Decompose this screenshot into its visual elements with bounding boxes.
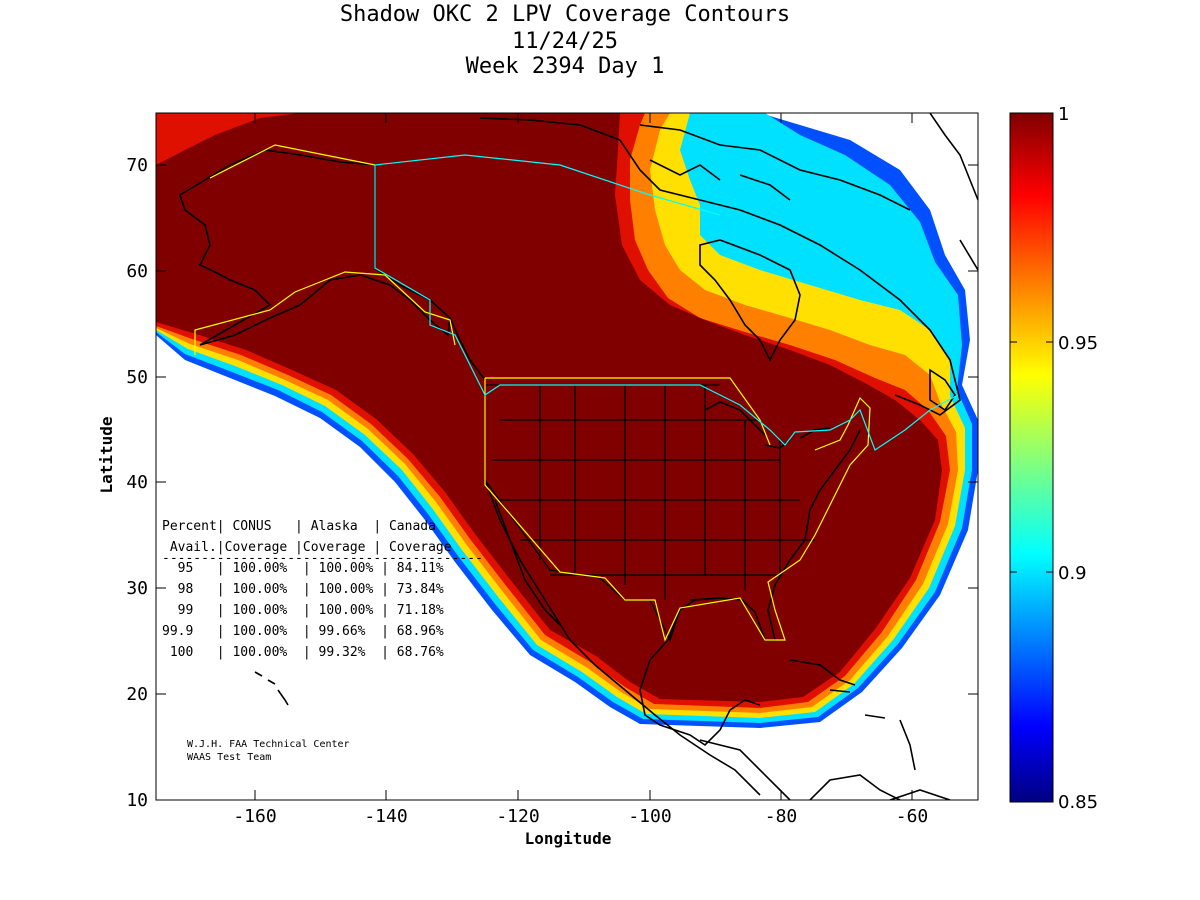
- colorbar-tick-label: 0.85: [1058, 792, 1098, 813]
- y-tick-marks: [156, 164, 978, 695]
- x-tick-label: -120: [496, 806, 539, 827]
- x-tick-label: -100: [628, 806, 671, 827]
- central-america: [699, 739, 791, 800]
- fir-boundaries: [194, 144, 959, 642]
- table-row: 99 | 100.00% | 100.00% | 71.18%: [162, 603, 444, 618]
- table-row: 99.9 | 100.00% | 99.66% | 68.96%: [162, 624, 444, 639]
- gulf-mexico-coast: [639, 597, 761, 747]
- chart-title-line1: Shadow OKC 2 LPV Coverage Contours: [339, 2, 791, 27]
- x-axis-label: Longitude: [525, 829, 612, 848]
- colorbar-tick-label: 0.95: [1058, 333, 1098, 354]
- canada-west-coast: [449, 317, 486, 381]
- y-axis-label: Latitude: [97, 416, 116, 493]
- table-row: 98 | 100.00% | 100.00% | 73.84%: [162, 582, 444, 597]
- colorbar: [1009, 112, 1054, 803]
- x-tick-label: -60: [896, 806, 929, 827]
- newfoundland: [929, 368, 956, 412]
- baja-california: [494, 499, 561, 626]
- alaska-coast: [179, 149, 451, 346]
- y-tick-label: 40: [126, 472, 148, 493]
- y-tick-label: 50: [126, 367, 148, 388]
- y-tick-label: 10: [126, 790, 148, 811]
- colorbar-tick-label: 0.9: [1058, 563, 1087, 584]
- table-divider: ----------------------------------------…: [162, 551, 483, 566]
- coverage-contours: [156, 113, 978, 728]
- greenland: [929, 113, 978, 271]
- chart-title-week: Week 2394 Day 1: [465, 54, 665, 79]
- y-tick-label: 70: [126, 155, 148, 176]
- mexico-west-coast: [484, 479, 761, 796]
- table-row: 95 | 100.00% | 100.00% | 84.11%: [162, 561, 444, 576]
- table-row: 100 | 100.00% | 99.32% | 68.76%: [162, 645, 444, 660]
- south-america: [809, 774, 951, 800]
- x-tick-label: -140: [364, 806, 407, 827]
- x-tick-label: -160: [233, 806, 276, 827]
- chart-title-date: 11/24/25: [512, 29, 618, 54]
- x-tick-label: -80: [765, 806, 798, 827]
- hudson-bay: [699, 239, 801, 362]
- y-tick-label: 30: [126, 578, 148, 599]
- canada-arctic: [479, 117, 961, 416]
- fir-boundary-cyan: [374, 154, 959, 451]
- us-east-coast: [649, 429, 861, 661]
- fir-boundary-yellow: [194, 144, 871, 642]
- credit-line: WAAS Test Team: [187, 752, 271, 763]
- caribbean: [789, 659, 916, 771]
- credit-line: W.J.H. FAA Technical Center: [187, 739, 350, 750]
- colorbar-ticks: [1010, 341, 1053, 573]
- y-tick-label: 20: [126, 684, 148, 705]
- table-header: Percent| CONUS | Alaska | Canada: [162, 519, 436, 534]
- arctic-islands: [639, 124, 911, 211]
- hawaii: [254, 671, 289, 706]
- table-header: Avail.|Coverage |Coverage | Coverage: [162, 540, 452, 555]
- x-tick-marks: [254, 113, 913, 800]
- colorbar-tick-label: 1: [1058, 104, 1069, 125]
- plot-frame: [155, 112, 979, 801]
- coastlines: [179, 113, 978, 800]
- coverage-table: Percent| CONUS | Alaska | Canada Avail.|…: [162, 519, 483, 660]
- y-tick-label: 60: [126, 261, 148, 282]
